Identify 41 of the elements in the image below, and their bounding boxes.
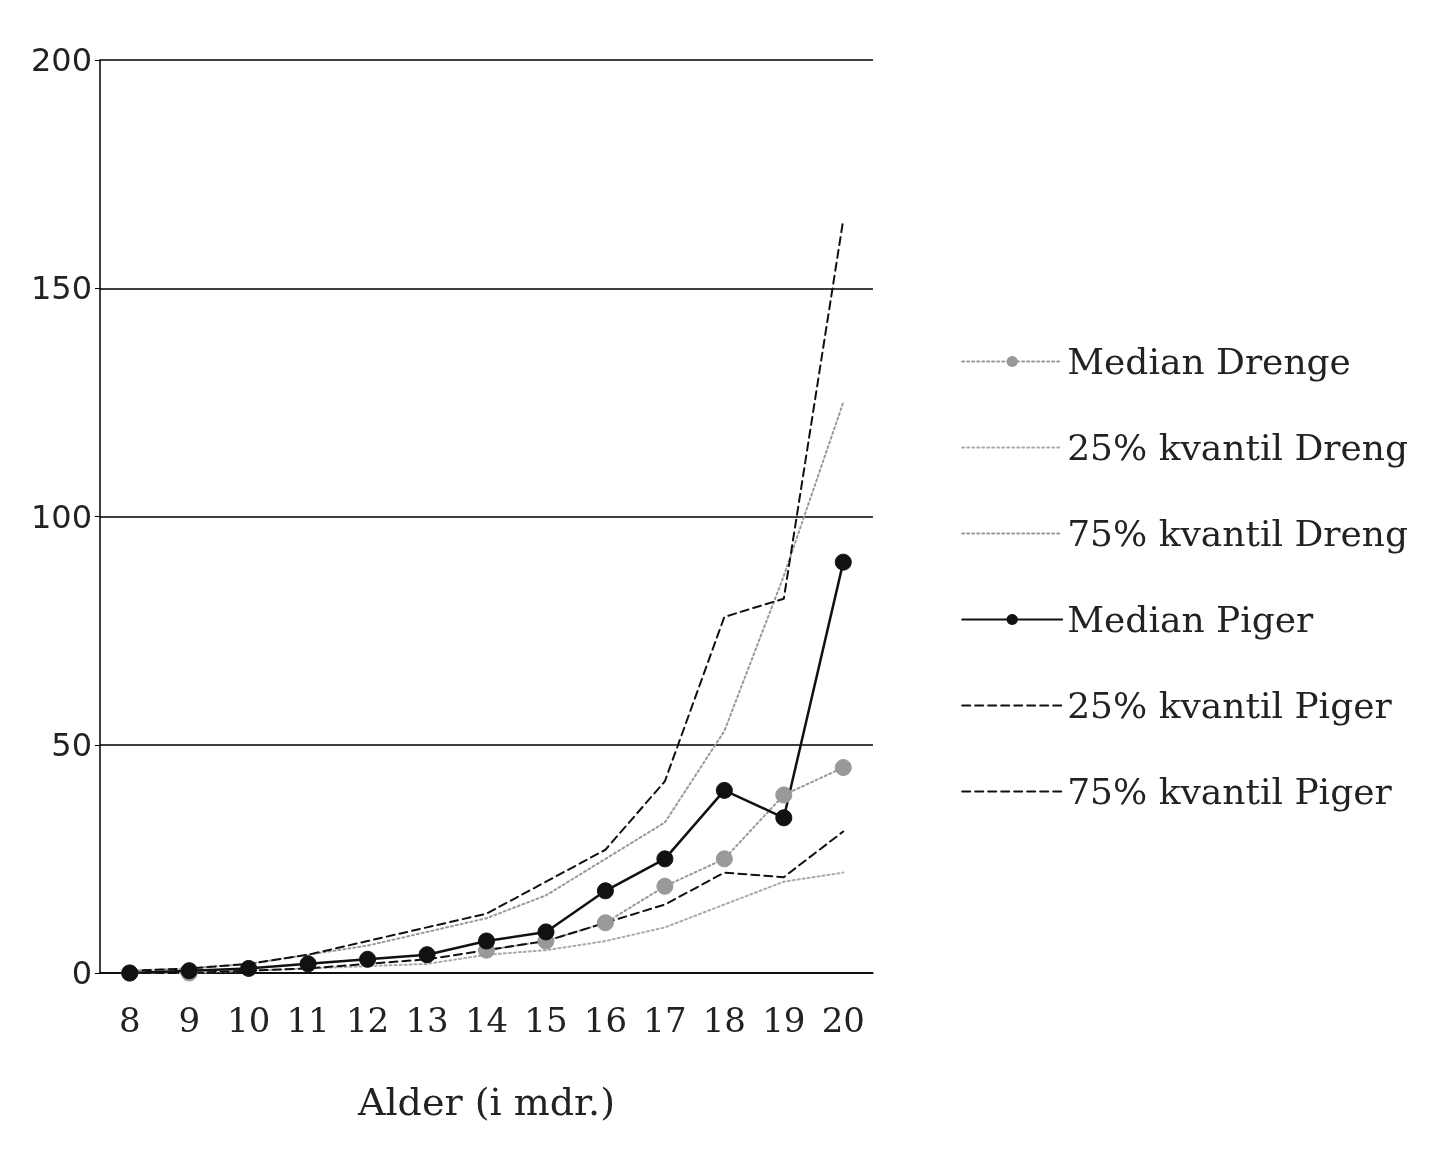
point (834, 553, 852, 571)
point (656, 877, 674, 895)
point (596, 914, 614, 932)
legend-label: 25% kvantil Piger (1067, 685, 1393, 726)
x-tick-label: 20 (821, 1000, 865, 1040)
x-axis-title: Alder (i mdr.) (357, 1080, 615, 1124)
legend-label: 75% kvantil Dreng (1067, 513, 1409, 554)
y-tick-label: 0 (71, 954, 92, 992)
x-tick-label: 8 (118, 1000, 141, 1040)
y-tick-label: 100 (30, 497, 92, 536)
point (834, 759, 852, 777)
point (656, 850, 674, 868)
x-tick-label: 17 (643, 1000, 687, 1040)
y-tick-label: 50 (51, 725, 92, 764)
x-tick-label: 19 (762, 1000, 806, 1040)
x-tick-label: 15 (524, 1000, 568, 1040)
point (240, 959, 258, 977)
x-tick-label: 14 (464, 1000, 509, 1040)
point (775, 786, 793, 804)
legend-label: Median Drenge (1067, 341, 1351, 382)
point (715, 781, 733, 799)
point (359, 950, 377, 968)
legend-label: 75% kvantil Piger (1067, 771, 1393, 812)
point (775, 809, 793, 827)
point (299, 955, 317, 973)
point (537, 923, 555, 941)
point (596, 882, 614, 900)
point (478, 932, 495, 950)
x-tick-label: 12 (345, 1000, 390, 1040)
x-tick-label: 16 (583, 1000, 628, 1040)
x-tick-label: 13 (405, 1000, 449, 1040)
legend-label: 25% kvantil Dreng (1067, 427, 1409, 468)
x-tick-label: 11 (286, 1000, 330, 1040)
x-tick-label: 9 (178, 1000, 201, 1040)
point (715, 850, 733, 868)
point (418, 946, 436, 964)
y-tick-label: 200 (30, 41, 92, 79)
x-tick-label: 10 (227, 1000, 271, 1040)
x-tick-label: 18 (702, 1000, 746, 1040)
legend-label: Median Piger (1067, 599, 1315, 640)
y-tick-label: 150 (30, 269, 92, 308)
